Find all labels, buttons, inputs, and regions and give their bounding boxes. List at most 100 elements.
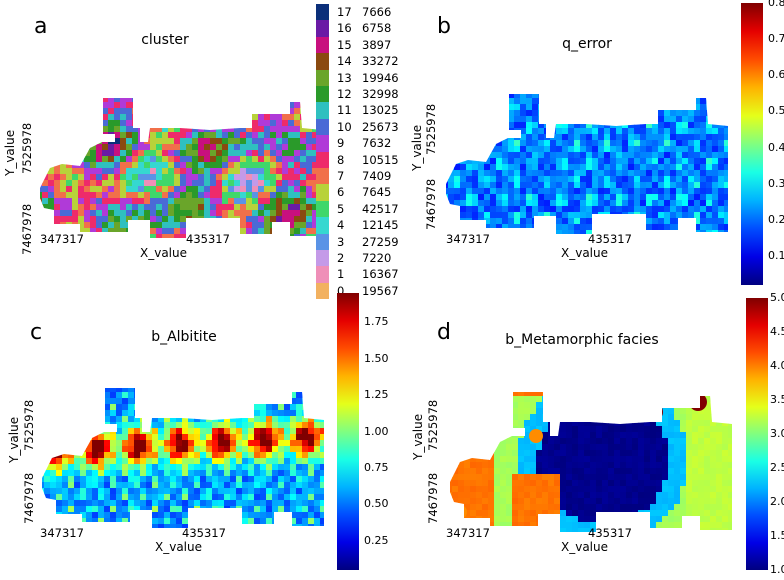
legend-cluster: 16 <box>337 21 352 36</box>
legend-count: 16367 <box>362 267 399 282</box>
chart-title: b_Metamorphic facies <box>505 332 659 348</box>
legend-count: 7409 <box>362 169 392 183</box>
legend-cluster: 14 <box>337 54 352 69</box>
x-tick-label: 435317 <box>588 232 632 246</box>
legend-count: 13025 <box>362 103 399 118</box>
panel-label: b <box>437 14 451 39</box>
facies-zone-marker <box>529 429 543 443</box>
facies-zone-marker <box>689 393 707 411</box>
legend-swatch <box>316 36 329 54</box>
legend-cluster: 10 <box>337 119 352 134</box>
panel-label: a <box>34 14 48 39</box>
legend-swatch <box>316 102 329 119</box>
legend-swatch <box>316 118 329 136</box>
legend-cluster: 6 <box>337 185 345 200</box>
chart-title: q_error <box>562 36 612 52</box>
legend-swatch <box>316 4 329 21</box>
colorbar-tick-label: 2.0 <box>770 495 784 508</box>
colorbar <box>741 3 763 285</box>
legend-swatch <box>316 184 329 201</box>
colorbar-tick-label: 4.5 <box>770 325 784 338</box>
x-tick-label: 347317 <box>40 232 84 246</box>
y-tick-label: 7467978 <box>426 472 440 524</box>
facies-zone-marker <box>453 505 467 519</box>
panel-label: c <box>30 320 43 345</box>
colorbar-tick-label: 1.0 <box>770 563 784 576</box>
legend-cluster: 11 <box>337 103 352 118</box>
legend-cluster: 0 <box>337 283 345 298</box>
x-tick-label: 347317 <box>40 526 84 540</box>
colorbar-tick-label: 5.0 <box>770 291 784 304</box>
legend-count: 19567 <box>362 283 399 298</box>
y-tick-label: 7525978 <box>426 399 440 451</box>
legend-count: 33272 <box>362 54 399 69</box>
legend-swatch <box>316 200 329 218</box>
x-tick-label: 347317 <box>446 232 490 246</box>
legend-count: 25673 <box>362 119 399 134</box>
chart-title: cluster <box>141 32 189 48</box>
colorbar-tick-label: 3.0 <box>770 427 784 440</box>
legend-count: 19946 <box>362 70 399 85</box>
x-tick-label: 435317 <box>186 232 230 246</box>
legend-count: 7645 <box>362 185 392 200</box>
colorbar-tick-label: 0.6 <box>768 68 784 82</box>
legend-swatch <box>316 217 329 234</box>
colorbar-tick-label: 0.2 <box>768 212 784 226</box>
colorbar-tick-label: 0.3 <box>768 176 784 190</box>
x-tick-label: 347317 <box>446 526 490 540</box>
legend-cluster: 7 <box>337 169 345 183</box>
x-tick-label: 435317 <box>182 526 226 540</box>
x-axis-label: X_value <box>140 246 187 260</box>
panel-label: d <box>437 320 451 345</box>
colorbar <box>746 298 768 570</box>
legend-swatch <box>316 250 329 267</box>
x-axis-label: X_value <box>155 540 202 554</box>
legend-cluster: 4 <box>337 218 345 233</box>
legend-swatch <box>316 282 329 300</box>
colorbar-tick-label: 2.5 <box>770 461 784 474</box>
facies-zone-marker <box>645 403 663 421</box>
map-cells <box>42 388 324 528</box>
legend-count: 10515 <box>362 152 399 167</box>
legend-cluster: 9 <box>337 136 345 151</box>
x-axis-label: X_value <box>561 540 608 554</box>
facies-zone-marker <box>549 371 567 389</box>
colorbar <box>337 293 359 570</box>
legend-count: 32998 <box>362 87 399 101</box>
chart-title: b_Albitite <box>151 329 217 345</box>
legend-cluster: 12 <box>337 87 352 101</box>
legend-swatch <box>316 135 329 152</box>
legend-cluster: 5 <box>337 201 345 216</box>
colorbar-tick-label: 0.75 <box>364 460 389 474</box>
legend-swatch <box>316 168 329 185</box>
x-tick-label: 435317 <box>588 526 632 540</box>
legend-swatch <box>316 53 329 70</box>
legend-swatch <box>316 20 329 37</box>
colorbar-tick-label: 1.5 <box>770 529 784 542</box>
legend-cluster: 3 <box>337 234 345 249</box>
colorbar-tick-label: 0.7 <box>768 32 784 46</box>
legend-count: 7666 <box>362 5 392 19</box>
legend-count: 42517 <box>362 201 399 216</box>
y-axis-label: Y_value <box>411 413 425 460</box>
colorbar-tick-label: 0.4 <box>768 140 784 154</box>
legend-count: 6758 <box>362 21 392 36</box>
legend-cluster: 2 <box>337 251 345 265</box>
legend-cluster: 8 <box>337 152 345 167</box>
legend-swatch <box>316 69 329 86</box>
colorbar-tick-label: 0.5 <box>768 104 784 118</box>
legend-swatch <box>316 266 329 283</box>
legend-cluster: 1 <box>337 267 345 282</box>
legend-swatch <box>316 86 329 103</box>
colorbar-tick-label: 1.00 <box>364 424 389 438</box>
colorbar-tick-label: 1.25 <box>364 388 389 402</box>
x-axis-label: X_value <box>561 246 608 260</box>
map-cells <box>450 371 732 532</box>
legend-count: 7220 <box>362 251 392 265</box>
legend-count: 3897 <box>362 37 392 52</box>
colorbar-tick-label: 0.1 <box>768 249 784 263</box>
